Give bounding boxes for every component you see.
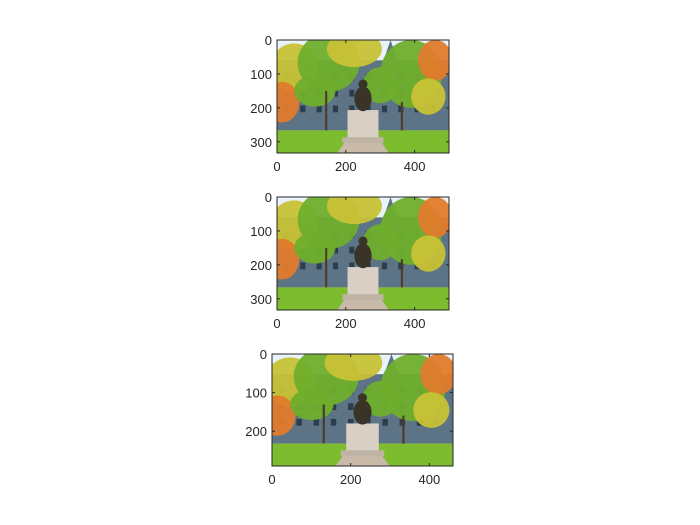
x-tick-label: 200 (335, 316, 357, 331)
building-window (349, 89, 355, 97)
y-tick-label: 300 (250, 135, 272, 150)
foliage (413, 392, 450, 428)
building-window (365, 262, 371, 270)
y-tick-label: 200 (250, 258, 272, 273)
building-window (349, 262, 355, 270)
subplot-middle: 0 200 400 0 100 200 300 (250, 190, 450, 331)
x-tick-label: 400 (404, 159, 426, 174)
x-tick-label: 200 (335, 159, 357, 174)
building-window (348, 403, 354, 410)
statue-body (354, 243, 372, 269)
y-tick-label: 300 (250, 292, 272, 307)
building-window (365, 105, 371, 113)
photo (277, 40, 449, 153)
foliage (277, 238, 300, 280)
tree-trunk (322, 404, 325, 444)
axes-frame (271, 353, 454, 467)
tree-trunk (400, 259, 403, 299)
x-tick-label: 0 (273, 159, 280, 174)
building-window (296, 418, 302, 426)
photo (272, 354, 453, 466)
building-window (332, 246, 339, 254)
tree-trunk (400, 102, 403, 142)
foliage (277, 81, 300, 123)
pedestal-base (342, 137, 384, 143)
axes-frame (276, 39, 450, 154)
tree-trunk (325, 90, 328, 131)
building-window (348, 418, 354, 426)
building-window (382, 418, 388, 426)
tree-trunk (402, 415, 405, 455)
building-window (316, 262, 322, 270)
photo (277, 197, 449, 310)
tree-trunk (325, 247, 328, 288)
building-window (300, 262, 306, 270)
foliage (294, 232, 336, 264)
building-window (330, 418, 337, 426)
y-tick-label: 0 (265, 33, 272, 48)
foliage (272, 395, 296, 436)
building-window (300, 105, 306, 113)
axes-frame (276, 196, 450, 311)
x-tick-label: 0 (268, 472, 275, 487)
foliage (326, 197, 382, 225)
y-tick-label: 200 (245, 424, 267, 439)
pedestal-base (342, 294, 384, 300)
x-tick-label: 200 (340, 472, 362, 487)
building-window (330, 403, 337, 410)
foliage (326, 40, 382, 68)
statue-pedestal (347, 110, 379, 140)
foliage (324, 354, 383, 381)
building-window (349, 246, 355, 254)
x-tick-label: 400 (404, 316, 426, 331)
y-tick-label: 100 (250, 67, 272, 82)
y-tick-label: 100 (250, 224, 272, 239)
subplot-top: 0 200 400 0 100 200 300 (250, 33, 450, 174)
statue-body (353, 399, 372, 425)
statue-body (354, 86, 372, 112)
statue-head (358, 79, 368, 89)
y-tick-label: 0 (265, 190, 272, 205)
foliage (418, 40, 449, 81)
building-window (365, 418, 371, 426)
subplot-bottom: 0 200 400 0 100 200 (245, 347, 454, 487)
pedestal-base (340, 450, 385, 456)
building-window (381, 262, 388, 270)
foliage (294, 75, 336, 107)
statue-pedestal (346, 423, 379, 453)
building-window (313, 418, 320, 426)
building-window (316, 105, 322, 113)
y-tick-label: 0 (260, 347, 267, 362)
foliage (290, 388, 334, 421)
building-window (381, 105, 388, 113)
statue-head (358, 393, 367, 403)
building-window (332, 262, 339, 270)
foliage (411, 78, 446, 115)
building-window (349, 105, 355, 113)
x-tick-label: 400 (419, 472, 441, 487)
foliage (418, 197, 449, 238)
statue-pedestal (347, 267, 379, 297)
y-tick-label: 100 (245, 386, 267, 401)
building-window (332, 105, 339, 113)
foliage (363, 67, 398, 104)
foliage (420, 354, 453, 395)
building-window (332, 89, 339, 97)
foliage (362, 380, 399, 417)
foliage (411, 235, 446, 272)
y-tick-label: 200 (250, 101, 272, 116)
foliage (363, 224, 398, 261)
statue-head (358, 236, 368, 246)
x-tick-label: 0 (273, 316, 280, 331)
